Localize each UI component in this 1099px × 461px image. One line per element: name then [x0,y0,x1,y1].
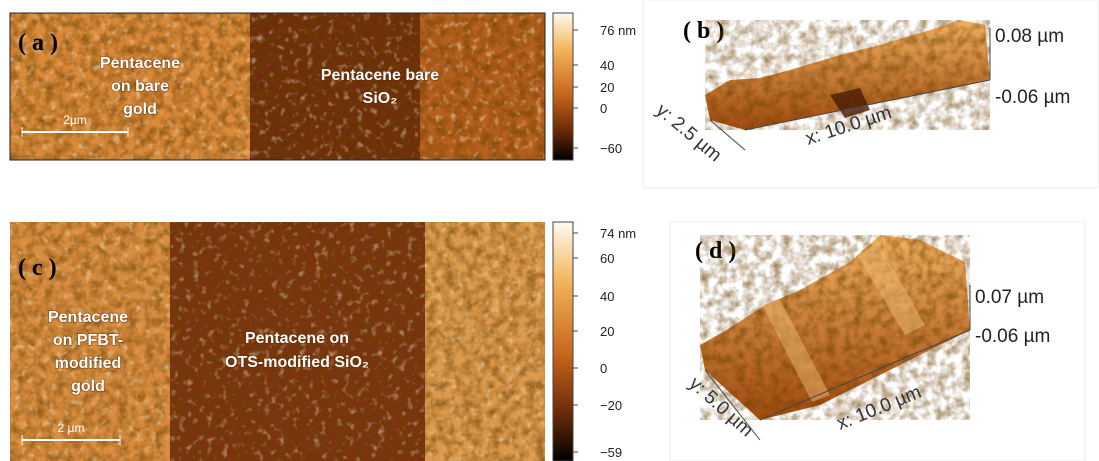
scale-bar-label: 2µm [63,113,87,127]
z-max: 0.08 µm [995,26,1064,47]
colorbar-tick-label: 0 [600,361,607,376]
annotation: Pentacene on OTS-modified SiO₂ [225,330,369,371]
panel-label: ( d ) [695,238,736,264]
annotation: Pentacene bare SiO₂ [321,67,439,107]
z-max: 0.07 µm [975,287,1044,308]
colorbar-tick-label: 76 nm [600,23,636,38]
afm-image-c [10,222,545,461]
colorbar-tick-label: 40 [600,289,614,304]
colorbar-tick-label: 40 [600,58,614,73]
annotation: Pentacene on bare gold [100,55,180,118]
panel-label: ( c ) [18,255,57,281]
afm-image-a [9,12,546,161]
colorbar-tick-label: 60 [600,251,614,266]
colorbar-tick-label: 74 nm [600,226,636,241]
z-min: -0.06 µm [995,87,1070,108]
z-min: -0.06 µm [975,326,1050,347]
scale-bar-label: 2 µm [58,421,85,435]
surface-3d [705,20,991,151]
colorbar-tick-label: 20 [600,324,614,339]
colorbar [552,12,574,161]
colorbar-tick-label: −60 [600,141,622,156]
colorbar-tick-label: 0 [600,101,607,116]
annotation: Pentacene on PFBT-modified gold [48,309,128,395]
colorbar-tick-label: −20 [600,398,622,413]
surface-3d [700,235,971,441]
colorbar-tick-label: 20 [600,80,614,95]
colorbar-tick-label: −59 [600,445,622,460]
panel-label: ( b ) [683,18,724,44]
panel-label: ( a ) [18,30,58,56]
colorbar [552,221,574,461]
